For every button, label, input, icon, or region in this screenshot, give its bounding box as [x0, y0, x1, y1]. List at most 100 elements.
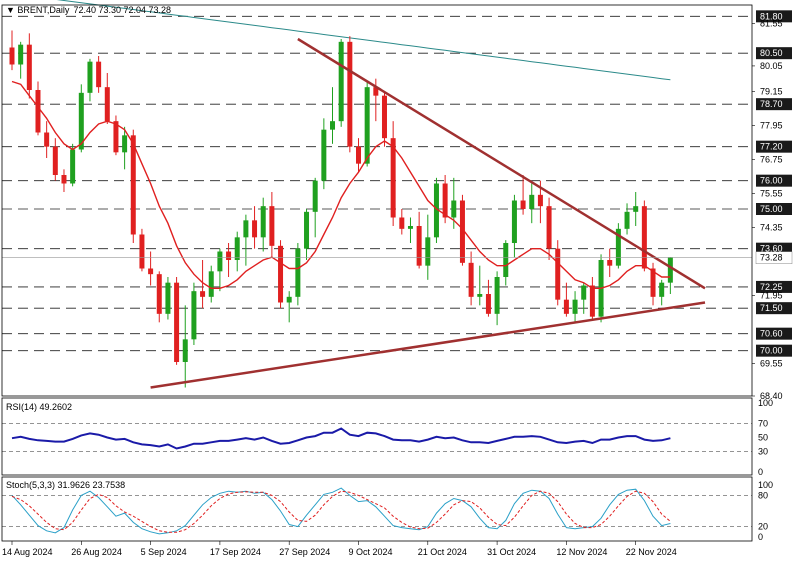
- candle-body: [104, 87, 110, 122]
- ma-fast-line: [11, 80, 671, 289]
- level-price-label: 80.50: [760, 48, 783, 58]
- price-tick-label: 69.55: [760, 358, 783, 368]
- candle-body: [182, 339, 188, 362]
- candle-body: [659, 282, 665, 297]
- candle-body: [555, 248, 561, 300]
- panel-border: [1, 397, 753, 476]
- price-tick-label: 80.05: [760, 61, 783, 71]
- x-tick-label: 12 Nov 2024: [556, 547, 607, 557]
- candle-body: [607, 260, 613, 266]
- header-ohlc: 72.40 73.30 72.04 73.28: [73, 5, 171, 15]
- level-price-label: 77.20: [760, 142, 783, 152]
- candle-body: [641, 206, 647, 269]
- level-price-box: [756, 47, 792, 60]
- candle-body: [165, 282, 171, 314]
- price-tick-label: 75.55: [760, 188, 783, 198]
- candle-body: [633, 206, 639, 212]
- level-price-label: 72.25: [760, 282, 783, 292]
- candle-body: [26, 44, 32, 90]
- level-price-box: [756, 327, 792, 340]
- candle-body: [520, 200, 526, 209]
- candle-body: [459, 200, 465, 263]
- candle-body: [269, 206, 275, 246]
- candle-body: [52, 146, 58, 175]
- x-tick-label: 31 Oct 2024: [487, 547, 536, 557]
- candle-body: [546, 206, 552, 249]
- trendline: [150, 301, 706, 389]
- candle-body: [234, 237, 240, 260]
- candle-body: [70, 149, 76, 184]
- candle-body: [217, 251, 223, 272]
- candle-body: [226, 251, 232, 260]
- trendline: [297, 37, 706, 290]
- candle-body: [503, 243, 509, 277]
- stoch-tick-label: 0: [758, 532, 763, 542]
- stoch-tick-label: 80: [758, 490, 768, 500]
- rsi-title: RSI(14) 49.2602: [6, 402, 72, 412]
- x-axis: 14 Aug 2024 26 Aug 2024 5 Sep 2024 17 Sep 2…: [2, 541, 677, 557]
- candle-body: [537, 194, 543, 207]
- candle-body: [139, 234, 145, 269]
- candle-body: [356, 146, 361, 164]
- candle-body: [381, 95, 387, 139]
- candle-body: [200, 291, 206, 297]
- rsi-line: [11, 427, 671, 450]
- candle-body: [191, 291, 197, 340]
- x-tick-label: 14 Aug 2024: [2, 547, 53, 557]
- ma-slow-line: [56, 0, 671, 81]
- candle-body: [44, 132, 50, 147]
- panel-border: [1, 476, 753, 542]
- price-tick-label: 77.95: [760, 120, 783, 130]
- candle-body: [425, 237, 431, 266]
- candle-body: [338, 41, 344, 122]
- x-tick-label: 21 Oct 2024: [418, 547, 467, 557]
- x-tick-label: 5 Sep 2024: [141, 547, 187, 557]
- candle-body: [208, 271, 214, 297]
- candle-body: [572, 299, 578, 314]
- rsi-panel[interactable]: RSI(14) 49.2602 100 70 50 30 0: [2, 398, 773, 477]
- candle-body: [260, 206, 266, 238]
- level-price-label: 70.60: [760, 329, 783, 339]
- price-tick-label: 81.55: [760, 18, 783, 28]
- level-price-box: [756, 344, 792, 357]
- rsi-tick-label: 100: [758, 398, 773, 408]
- level-price-label: 73.60: [760, 244, 783, 254]
- candle-body: [468, 262, 474, 297]
- candle-body: [615, 228, 621, 266]
- candle-body: [9, 47, 15, 65]
- candle-body: [304, 211, 310, 249]
- candle-body: [321, 129, 327, 181]
- x-tick-label: 27 Sep 2024: [279, 547, 330, 557]
- x-tick-label: 9 Oct 2024: [349, 547, 393, 557]
- candle-body: [390, 138, 396, 218]
- candle-body: [278, 245, 284, 303]
- candle-body: [485, 294, 491, 314]
- level-price-label: 71.50: [760, 303, 783, 313]
- price-tick-label: 68.40: [760, 391, 783, 401]
- candle-body: [581, 285, 587, 300]
- level-price-box: [756, 174, 792, 187]
- candle-body: [286, 296, 292, 303]
- header-symbol: BRENT,Daily: [17, 5, 70, 15]
- candle-body: [667, 257, 673, 283]
- candle-body: [156, 274, 162, 314]
- level-price-label: 76.00: [760, 176, 783, 186]
- candle-body: [78, 92, 84, 150]
- candle-body: [373, 87, 379, 96]
- candle-body: [312, 180, 318, 212]
- candle-body: [130, 135, 136, 235]
- stoch-tick-label: 20: [758, 522, 768, 532]
- level-price-box: [756, 302, 792, 315]
- candle-body: [407, 226, 413, 229]
- level-price-label: 78.70: [760, 99, 783, 109]
- last-price-box: [755, 251, 793, 264]
- candle-body: [35, 90, 41, 133]
- level-price-box: [756, 10, 792, 23]
- candle-body: [589, 285, 595, 317]
- candle-body: [650, 268, 656, 297]
- level-price-label: 75.00: [760, 204, 783, 214]
- candle-body: [96, 61, 102, 88]
